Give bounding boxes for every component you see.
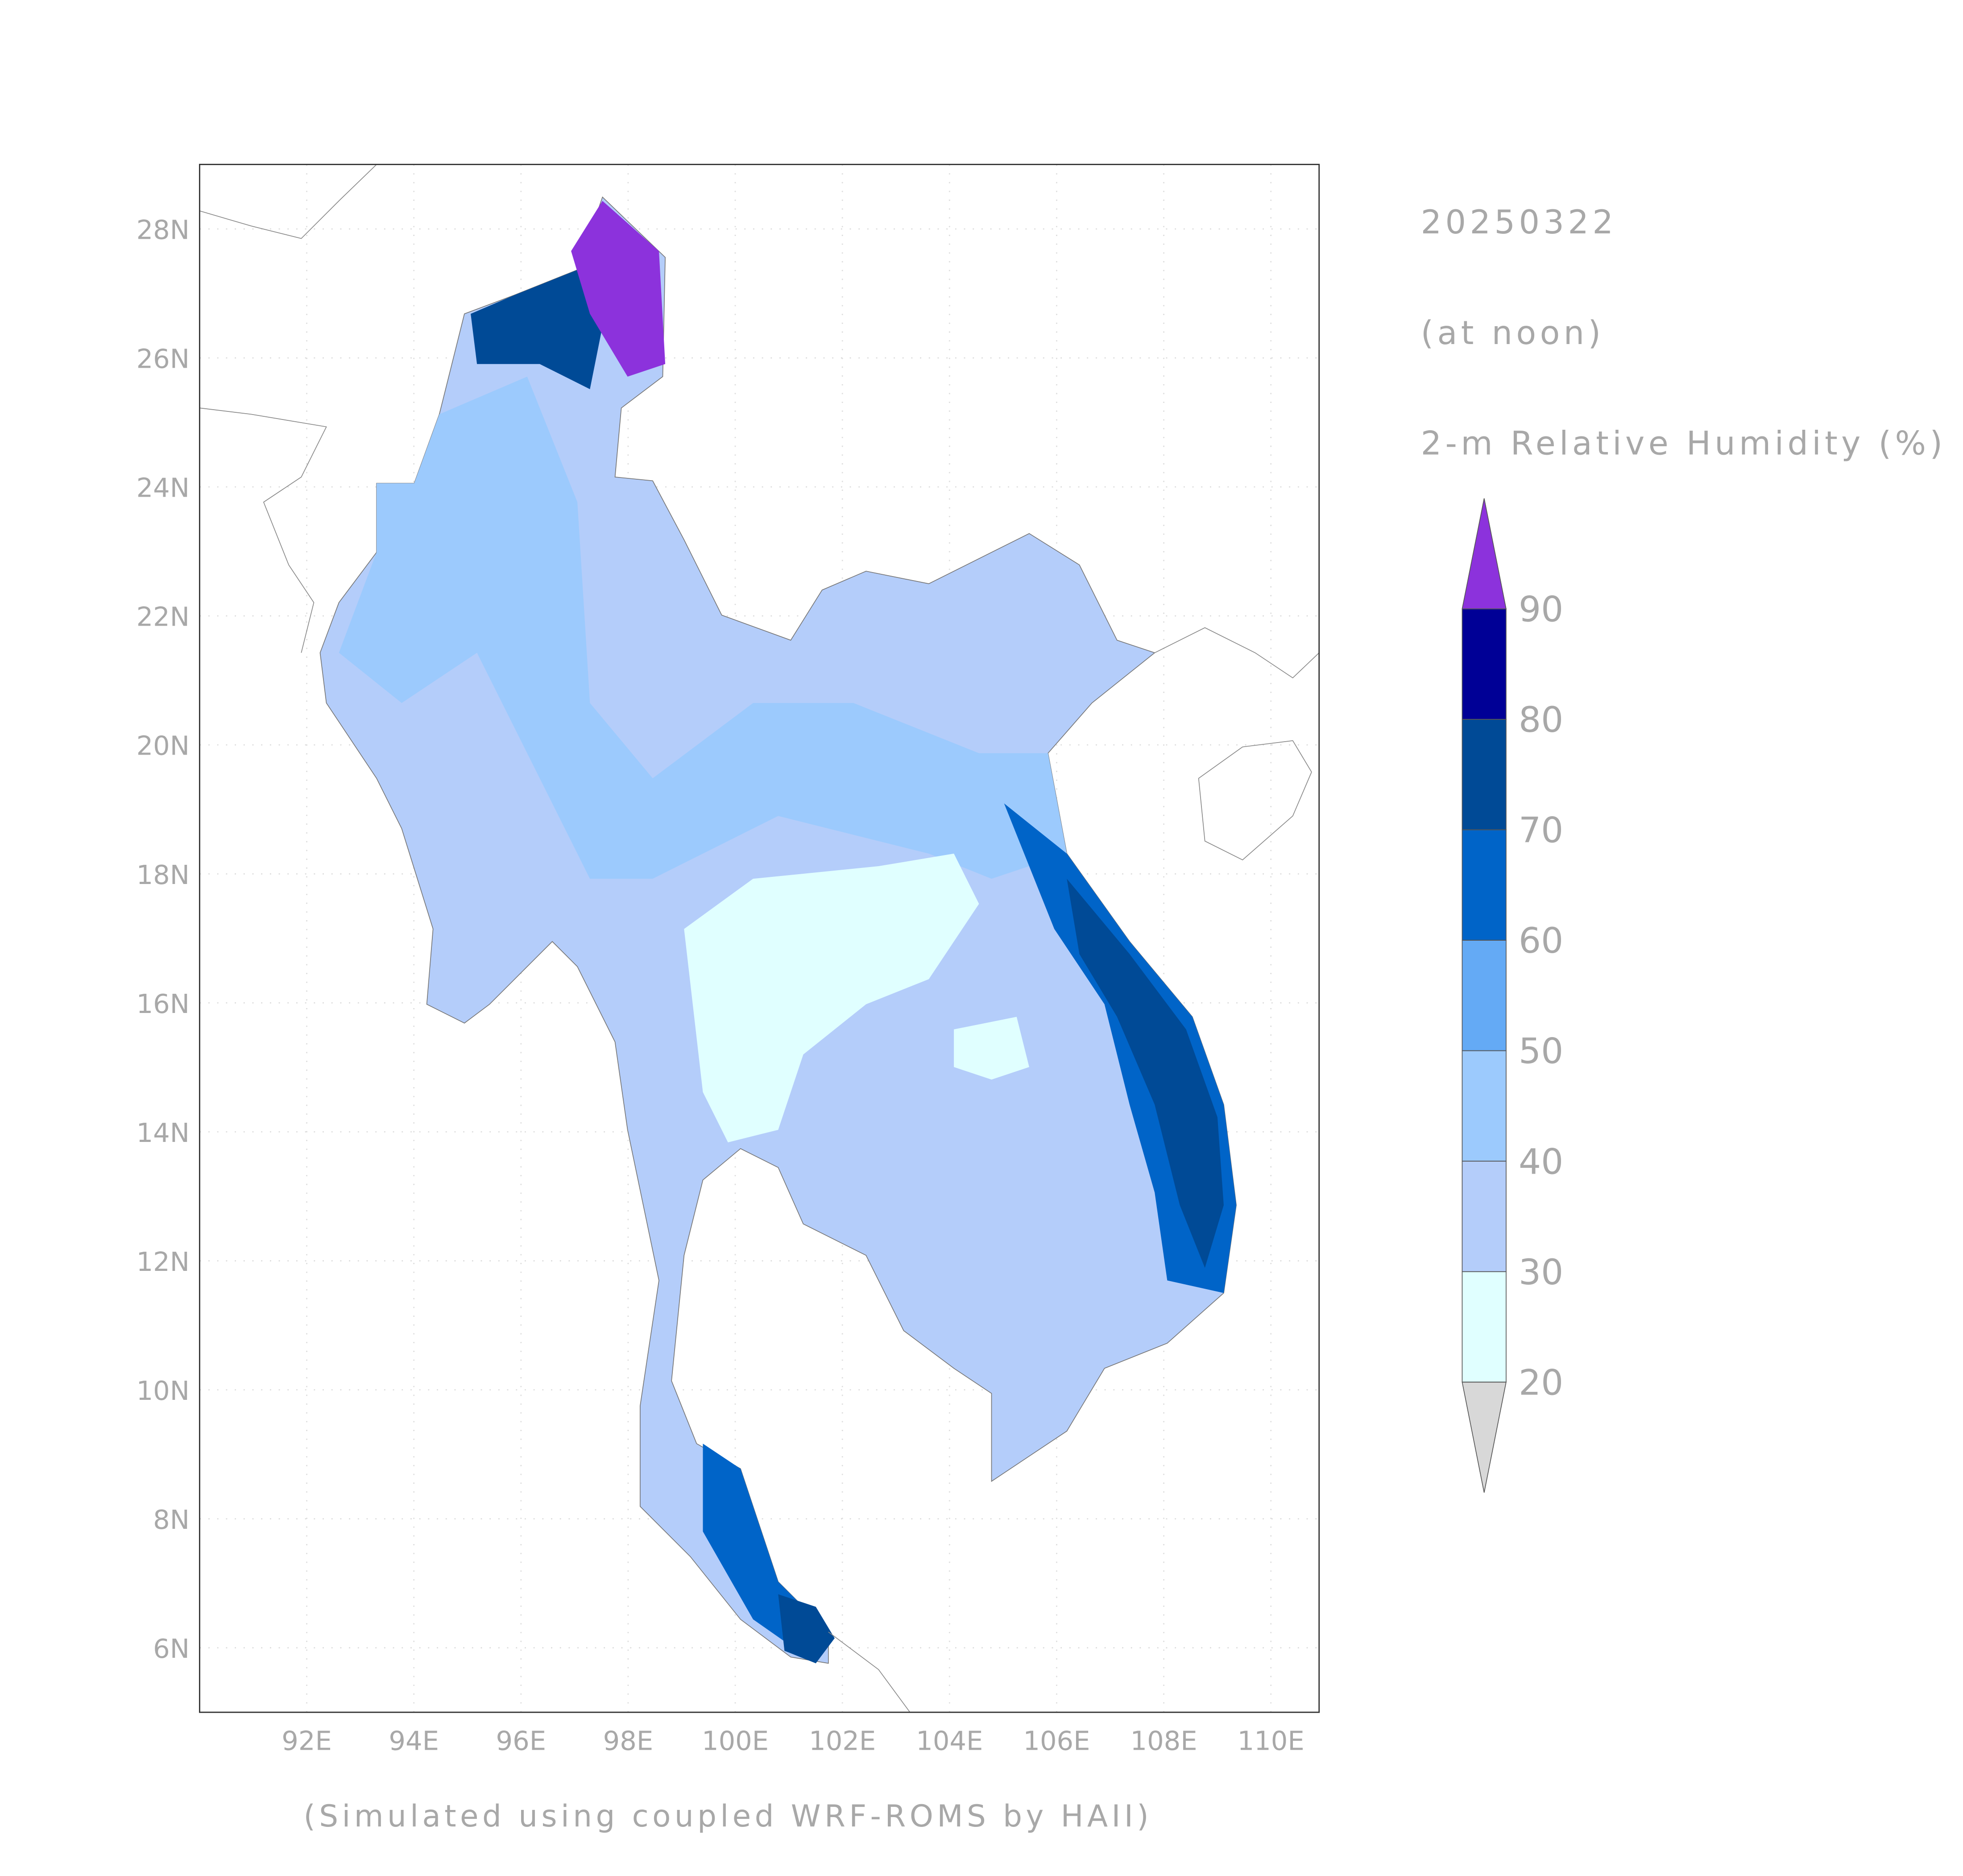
colorbar-label: 40 [1519,1141,1563,1182]
colorbar-under [1462,1382,1507,1493]
lat-tick-label: 6N [153,1633,190,1664]
coastline [828,1631,911,1713]
colorbar-over [1462,498,1507,610]
very-wet-patch [778,1594,835,1664]
lon-tick-label: 100E [702,1726,769,1756]
colorbar-label: 50 [1519,1031,1563,1072]
coastline [199,164,377,239]
coastline [1154,627,1320,679]
footer: (Simulated using coupled WRF-ROMS by HAI… [304,1798,1152,1834]
date-title: 20250322 [1421,203,1617,241]
lat-tick-label: 26N [137,344,190,374]
map-frame [199,164,1320,1713]
lon-tick-label: 96E [496,1726,546,1756]
colorbar-bin [1462,1271,1507,1383]
lon-tick-label: 106E [1023,1726,1090,1756]
axis-labels: 92E 94E 96E 98E 100E 102E 104E 106E 108E 110E 6N 8N… [137,215,1305,1756]
land [199,164,1320,1713]
dry-patch [954,1017,1029,1080]
lon-tick-label: 104E [916,1726,983,1756]
lat-tick-label: 20N [137,730,190,761]
lon-tick-label: 102E [809,1726,876,1756]
colorbar-label: 20 [1519,1362,1563,1403]
dry-patch [684,853,979,1142]
colorbar-bin [1462,1050,1507,1162]
colorbar-label: 60 [1519,920,1563,961]
saturated-patch [571,201,666,377]
lat-tick-label: 18N [137,859,190,890]
colorbar-bin [1462,719,1507,830]
lon-tick-label: 98E [603,1726,653,1756]
variable-title: 2-m Relative Humidity (%) [1421,424,1946,462]
lat-tick-label: 22N [137,602,190,632]
lat-tick-label: 12N [137,1246,190,1277]
colorbar-bin [1462,608,1507,720]
colorbar: 20 30 40 50 60 70 80 90 [1462,498,1563,1493]
humid-patch [339,376,1067,879]
very-wet-patch [1067,879,1224,1268]
lat-tick-label: 14N [137,1117,190,1148]
subtitle: (at noon) [1421,314,1605,352]
lon-tick-label: 94E [389,1726,439,1756]
lon-tick-label: 108E [1131,1726,1197,1756]
lat-tick-label: 16N [137,988,190,1019]
colorbar-bin [1462,829,1507,941]
lat-tick-label: 10N [137,1375,190,1406]
coastline [199,407,327,653]
neighbour-outline [1198,740,1312,861]
lat-tick-label: 24N [137,473,190,503]
colorbar-label: 80 [1519,699,1563,740]
colorbar-bin [1462,1161,1507,1272]
lon-tick-label: 110E [1238,1726,1305,1756]
lon-tick-label: 92E [282,1726,331,1756]
colorbar-bin [1462,940,1507,1051]
lat-tick-label: 28N [137,215,190,245]
colorbar-label: 70 [1519,810,1563,851]
colorbar-label: 90 [1519,589,1563,630]
colorbar-label: 30 [1519,1252,1563,1293]
lat-tick-label: 8N [153,1504,190,1535]
